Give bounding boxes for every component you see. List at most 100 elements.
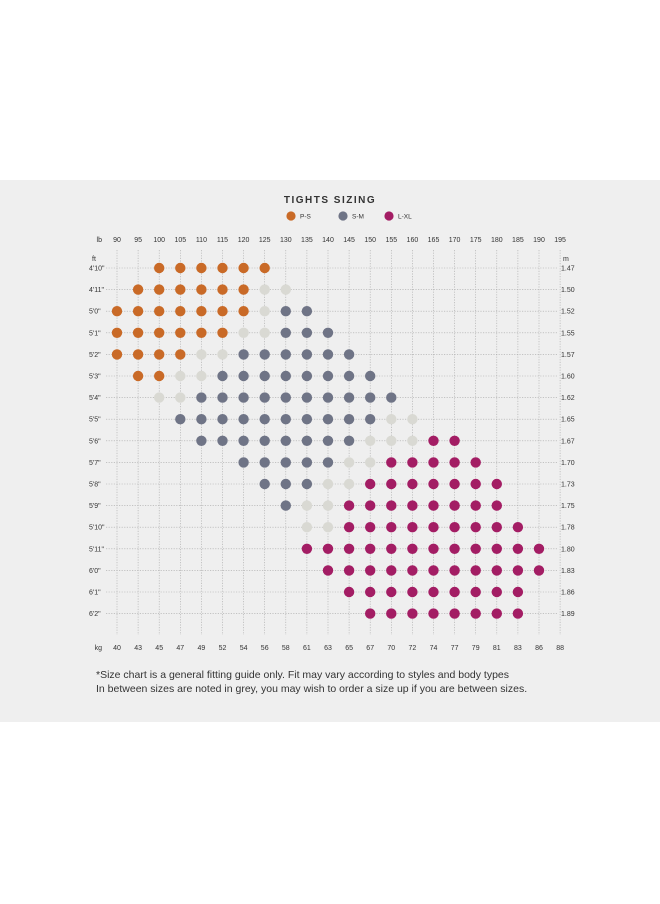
size-dot-lxl xyxy=(449,565,460,576)
size-dot-ps xyxy=(111,306,123,317)
right-axis-tick-label: 1.73 xyxy=(561,482,575,489)
size-dot-lxl xyxy=(407,522,418,533)
size-dot-ps xyxy=(175,349,186,360)
size-dot-lxl xyxy=(428,457,439,468)
size-dot-lxl xyxy=(407,457,418,468)
right-axis-tick-label: 1.55 xyxy=(561,330,575,337)
size-dot-ps xyxy=(132,370,144,382)
size-dot-sm xyxy=(238,435,249,446)
size-dot-between xyxy=(365,457,376,468)
size-dot-lxl xyxy=(365,543,376,554)
size-dot-between xyxy=(175,370,186,382)
top-axis-tick-label: 130 xyxy=(280,237,292,244)
left-axis-tick-label: 5'3" xyxy=(89,374,101,381)
size-dot-ps xyxy=(175,262,186,274)
size-dot-lxl xyxy=(407,478,418,490)
size-dot-lxl xyxy=(449,478,460,490)
size-dot-between xyxy=(301,500,313,511)
size-dot-lxl xyxy=(322,543,334,554)
size-dot-lxl xyxy=(449,435,460,446)
size-dot-lxl xyxy=(470,586,481,598)
size-dot-lxl xyxy=(343,565,355,576)
top-axis-tick-label: 155 xyxy=(385,237,397,244)
size-dot-lxl xyxy=(491,565,502,576)
bottom-axis-tick-label: 40 xyxy=(113,645,121,652)
bottom-axis-unit: kg xyxy=(95,645,103,652)
fitting-note: *Size chart is a general fitting guide o… xyxy=(96,669,509,681)
left-axis-tick-label: 6'2" xyxy=(89,611,101,618)
left-axis-tick-label: 5'6" xyxy=(89,438,101,445)
size-dot-lxl xyxy=(512,522,524,533)
size-dot-lxl xyxy=(343,586,355,598)
size-dot-ps xyxy=(196,306,207,317)
size-dot-between xyxy=(322,478,334,490)
size-dot-between xyxy=(322,500,334,511)
size-dot-between xyxy=(386,414,397,425)
size-dot-sm xyxy=(301,457,313,468)
right-axis-tick-label: 1.67 xyxy=(561,438,575,445)
size-dot-sm xyxy=(301,414,313,425)
size-dot-sm xyxy=(301,349,313,360)
top-axis-tick-label: 185 xyxy=(512,237,524,244)
size-dot-sm xyxy=(301,392,313,403)
top-axis-tick-label: 105 xyxy=(174,237,186,244)
left-axis-tick-label: 5'5" xyxy=(89,417,101,424)
size-dot-lxl xyxy=(491,500,502,511)
size-dot-lxl xyxy=(386,478,397,490)
size-dot-sm xyxy=(301,478,313,490)
left-axis-tick-label: 5'10" xyxy=(89,525,105,532)
size-dot-between xyxy=(407,414,418,425)
size-dot-sm xyxy=(175,414,186,425)
bottom-axis-tick-label: 63 xyxy=(324,645,332,652)
size-dot-sm xyxy=(301,370,313,382)
right-axis-unit: m xyxy=(563,256,569,263)
left-axis-tick-label: 5'8" xyxy=(89,482,101,489)
size-dot-lxl xyxy=(533,565,545,576)
size-dot-ps xyxy=(238,306,249,317)
right-axis-tick-label: 1.47 xyxy=(561,266,575,273)
top-axis-tick-label: 160 xyxy=(407,237,419,244)
size-dot-lxl xyxy=(386,522,397,533)
size-dot-lxl xyxy=(386,543,397,554)
bottom-axis-tick-label: 54 xyxy=(240,645,248,652)
size-dot-lxl xyxy=(428,543,439,554)
size-dot-sm xyxy=(280,327,291,338)
size-dot-sm xyxy=(280,435,291,446)
bottom-axis-tick-label: 72 xyxy=(409,645,417,652)
size-dot-lxl xyxy=(491,586,502,598)
top-axis-tick-label: 100 xyxy=(153,237,165,244)
bottom-axis-tick-label: 77 xyxy=(451,645,459,652)
right-axis-tick-label: 1.89 xyxy=(561,611,575,618)
left-axis-tick-label: 5'4" xyxy=(89,395,101,402)
bottom-axis-tick-label: 58 xyxy=(282,645,290,652)
bottom-axis-tick-label: 88 xyxy=(556,645,564,652)
legend-label-sm: S-M xyxy=(352,214,364,221)
size-dot-sm xyxy=(280,478,291,490)
size-dot-lxl xyxy=(407,608,418,619)
size-dot-between xyxy=(217,349,228,360)
top-axis-tick-label: 170 xyxy=(449,237,461,244)
size-dot-lxl xyxy=(407,565,418,576)
size-dot-ps xyxy=(132,327,144,338)
left-axis-tick-label: 5'7" xyxy=(89,460,101,467)
size-dot-lxl xyxy=(386,500,397,511)
size-dot-ps xyxy=(132,306,144,317)
size-dot-ps xyxy=(154,306,165,317)
size-dot-lxl xyxy=(470,543,481,554)
top-axis-tick-label: 190 xyxy=(533,237,545,244)
left-axis-tick-label: 6'1" xyxy=(89,590,101,597)
size-dot-lxl xyxy=(449,586,460,598)
size-dot-lxl xyxy=(428,435,439,446)
size-dot-lxl xyxy=(407,543,418,554)
size-dot-sm xyxy=(217,392,228,403)
legend-marker-lxl xyxy=(384,211,394,221)
top-axis-unit: lb xyxy=(97,237,103,244)
size-dot-sm xyxy=(196,392,207,403)
size-dot-sm xyxy=(322,370,334,382)
size-dot-sm xyxy=(259,435,270,446)
size-dot-sm xyxy=(280,392,291,403)
right-axis-tick-label: 1.50 xyxy=(561,287,575,294)
size-dot-lxl xyxy=(428,500,439,511)
bottom-axis-tick-label: 56 xyxy=(261,645,269,652)
size-dot-sm xyxy=(238,370,249,382)
